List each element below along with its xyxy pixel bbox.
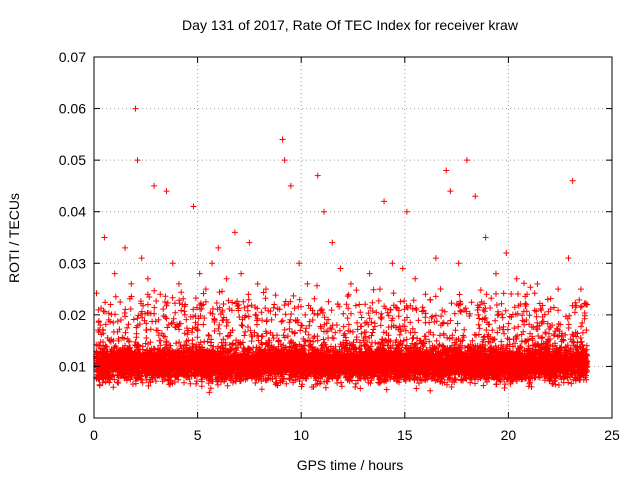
data-point: [337, 265, 344, 272]
x-axis-label: GPS time / hours: [296, 457, 404, 473]
x-tick-label: 20: [501, 427, 517, 443]
data-point: [320, 208, 327, 215]
x-tick-label: 0: [90, 427, 98, 443]
data-point: [584, 301, 591, 308]
y-tick-label: 0.04: [59, 204, 86, 220]
data-point: [463, 157, 470, 164]
data-point: [169, 260, 176, 267]
data-point: [366, 270, 373, 277]
data-point: [356, 301, 363, 308]
data-point: [138, 255, 145, 262]
data-point: [376, 286, 383, 293]
data-point: [455, 260, 462, 267]
x-tick-label: 5: [194, 427, 202, 443]
data-point: [492, 270, 499, 277]
data-point: [262, 286, 269, 293]
data-point: [412, 275, 419, 282]
data-point: [304, 280, 311, 287]
data-point: [209, 260, 216, 267]
data-point: [281, 157, 288, 164]
data-point: [314, 172, 321, 179]
data-point: [381, 198, 388, 205]
data-point: [296, 260, 303, 267]
y-tick-label: 0.03: [59, 255, 86, 271]
data-point: [403, 208, 410, 215]
data-point: [246, 239, 253, 246]
data-point: [472, 193, 479, 200]
data-point: [534, 280, 541, 287]
data-point: [117, 317, 124, 324]
data-point: [163, 188, 170, 195]
data-point: [254, 280, 261, 287]
data-point: [447, 188, 454, 195]
data-point: [555, 286, 562, 293]
data-point: [182, 301, 189, 308]
data-point: [101, 234, 108, 241]
data-point: [202, 286, 209, 293]
data-point: [134, 157, 141, 164]
data-point: [196, 270, 203, 277]
data-cloud: [93, 280, 591, 396]
data-point: [223, 275, 230, 282]
data-point: [577, 286, 584, 293]
data-point: [443, 167, 450, 174]
data-point: [122, 244, 129, 251]
data-point: [503, 249, 510, 256]
data-point: [544, 296, 551, 303]
data-point: [432, 255, 439, 262]
data-point: [238, 270, 245, 277]
data-point: [287, 182, 294, 189]
y-tick-label: 0: [78, 410, 86, 426]
y-tick-label: 0.01: [59, 358, 86, 374]
plot-frame: [93, 56, 613, 419]
data-point: [190, 203, 197, 210]
data-point: [271, 301, 278, 308]
data-point: [524, 291, 531, 298]
axis-ticks: 0 5 10 15 20 25 0 0.01 0.02 0.03 0.04 0.05 0.06 0.07: [59, 49, 620, 443]
data-point: [399, 265, 406, 272]
data-point: [231, 229, 238, 236]
data-point: [144, 275, 151, 282]
data-point: [389, 260, 396, 267]
data-point: [482, 234, 489, 241]
data-points: [93, 105, 591, 360]
data-point: [151, 182, 158, 189]
data-point: [175, 280, 182, 287]
data-point: [157, 291, 164, 298]
data-point: [111, 270, 118, 277]
data-point: [569, 177, 576, 184]
data-point: [347, 280, 354, 287]
x-tick-label: 25: [604, 427, 620, 443]
data-point: [565, 255, 572, 262]
x-tick-label: 10: [293, 427, 309, 443]
data-point: [279, 136, 286, 143]
y-tick-label: 0.02: [59, 307, 86, 323]
data-point: [132, 105, 139, 112]
y-tick-label: 0.07: [59, 49, 86, 65]
data-point: [329, 239, 336, 246]
y-tick-label: 0.05: [59, 152, 86, 168]
chart-title: Day 131 of 2017, Rate Of TEC Index for r…: [182, 17, 518, 33]
data-point: [215, 244, 222, 251]
data-point: [107, 301, 114, 308]
data-point: [97, 322, 104, 329]
data-cloud-markers: [93, 280, 591, 396]
y-tick-label: 0.06: [59, 101, 86, 117]
x-tick-label: 15: [397, 427, 413, 443]
data-point: [128, 280, 135, 287]
data-point: [422, 291, 429, 298]
data-point: [513, 275, 520, 282]
